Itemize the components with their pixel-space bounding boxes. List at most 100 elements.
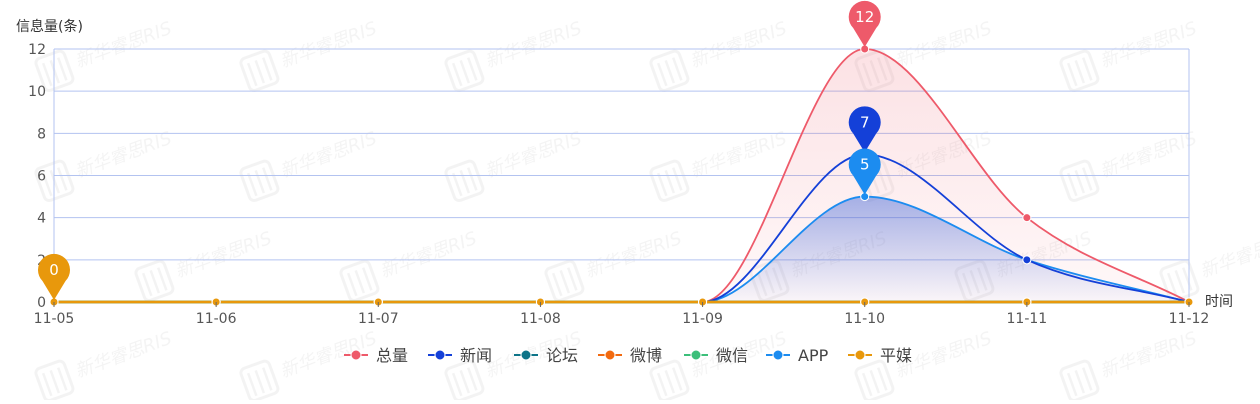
watermark-text: 新华睿思RIS [892, 18, 994, 72]
watermark-logo-icon [134, 259, 175, 303]
legend-item[interactable]: 新闻 [428, 346, 492, 365]
legend-marker-icon [854, 349, 866, 361]
watermark-logo-mark [451, 167, 478, 197]
max-value-pin: 0 [38, 253, 70, 300]
axis-layer: 信息量(条) 时间 11-05 11-06 11-07 11-08 11-09 11-10… [16, 18, 1233, 327]
pin-label: 12 [855, 8, 874, 26]
watermark-logo-icon [444, 359, 485, 403]
watermark: 新华睿思RIS [339, 228, 480, 303]
watermark-logo-mark [656, 57, 683, 87]
watermark-text: 新华睿思RIS [1097, 328, 1199, 382]
watermark-logo-icon [544, 259, 585, 303]
legend-label: 论坛 [546, 346, 578, 365]
watermark-logo-mark [656, 367, 683, 397]
pin-marker-icon [38, 253, 70, 300]
legend-label: 新闻 [460, 346, 492, 365]
legend-marker-icon [772, 349, 784, 361]
watermark: 新华睿思RIS [1059, 18, 1200, 93]
watermark-logo-mark [141, 267, 168, 297]
watermark: 新华睿思RIS [134, 228, 275, 303]
watermark: 新华睿思RIS [1159, 228, 1260, 303]
legend-item[interactable]: 论坛 [514, 346, 578, 365]
legend-item[interactable]: 平媒 [848, 346, 912, 365]
watermark-logo-mark [246, 167, 273, 197]
data-point[interactable] [1022, 255, 1032, 265]
watermark-logo-mark [1066, 367, 1093, 397]
legend-marker-icon [434, 349, 446, 361]
watermark-logo-mark [246, 367, 273, 397]
watermark-logo-mark [656, 167, 683, 197]
x-tick-label: 11-09 [682, 311, 723, 327]
watermark-text: 新华睿思RIS [172, 228, 274, 282]
watermark-layer: 新华睿思RIS 新华睿思RIS 新华睿思RIS 新华睿思RIS 新华睿思RIS 新华睿思R… [34, 18, 1260, 403]
watermark-text: 新华睿思RIS [1097, 128, 1199, 182]
data-point[interactable] [1022, 213, 1032, 223]
watermark-text: 新华睿思RIS [72, 328, 174, 382]
pin-marker-icon [848, 106, 881, 153]
x-tick-label: 11-07 [358, 311, 399, 327]
max-value-pin: 12 [848, 0, 881, 47]
watermark: 新华睿思RIS [854, 328, 995, 403]
x-tick-label: 11-06 [196, 311, 237, 327]
y-tick-label: 12 [28, 42, 46, 58]
watermark: 新华睿思RIS [239, 18, 380, 93]
x-tick-label: 11-05 [34, 311, 75, 327]
pin-label: 7 [860, 113, 870, 131]
series-area-5 [54, 196, 1189, 302]
watermark-logo-mark [1066, 57, 1093, 87]
watermark: 新华睿思RIS [34, 128, 175, 203]
watermark-logo-mark [861, 367, 888, 397]
max-value-pin: 5 [848, 148, 881, 195]
x-tick-label: 11-08 [520, 311, 561, 327]
watermark: 新华睿思RIS [444, 128, 585, 203]
y-tick-label: 10 [28, 84, 46, 100]
legend-label: APP [798, 346, 829, 365]
area-layer [54, 49, 1189, 302]
legend-marker-icon [520, 349, 532, 361]
y-tick-label: 4 [37, 211, 46, 227]
watermark-logo-mark [41, 367, 68, 397]
watermark-logo-icon [339, 259, 380, 303]
y-tick-label: 0 [37, 295, 46, 311]
watermark: 新华睿思RIS [34, 328, 175, 403]
watermark-text: 新华睿思RIS [277, 18, 379, 72]
watermark-logo-mark [451, 57, 478, 87]
watermark-logo-mark [246, 57, 273, 87]
watermark-text: 新华睿思RIS [1197, 228, 1260, 282]
watermark-logo-icon [1059, 49, 1100, 93]
watermark-logo-icon [34, 359, 75, 403]
watermark: 新华睿思RIS [239, 128, 380, 203]
watermark: 新华睿思RIS [444, 18, 585, 93]
legend-label: 微信 [716, 346, 748, 365]
watermark-text: 新华睿思RIS [72, 128, 174, 182]
watermark-logo-icon [1159, 259, 1200, 303]
y-tick-label: 8 [37, 126, 46, 142]
watermark-logo-icon [649, 359, 690, 403]
y-axis-title: 信息量(条) [16, 18, 83, 35]
legend-item[interactable]: 微信 [684, 346, 748, 365]
watermark-logo-icon [854, 359, 895, 403]
watermark-text: 新华睿思RIS [687, 128, 789, 182]
legend-marker-icon [604, 349, 616, 361]
legend-item[interactable]: 总量 [344, 346, 408, 365]
x-tick-label: 11-12 [1169, 311, 1210, 327]
x-tick-label: 11-11 [1007, 311, 1048, 327]
line-layer [54, 48, 1190, 304]
legend-label: 微博 [630, 346, 662, 365]
watermark-logo-icon [649, 49, 690, 93]
max-value-pin: 7 [848, 106, 881, 153]
watermark-logo-mark [41, 57, 68, 87]
pin-label: 5 [860, 156, 870, 174]
legend: 总量 新闻 论坛 微博 微信 APP 平媒 [344, 346, 912, 365]
watermark: 新华睿思RIS [239, 328, 380, 403]
legend-item[interactable]: APP [766, 346, 829, 365]
watermark: 新华睿思RIS [544, 228, 685, 303]
legend-item[interactable]: 微博 [598, 346, 662, 365]
pin-layer: 12 7 5 0 [38, 0, 881, 300]
legend-marker-icon [690, 349, 702, 361]
watermark-text: 新华睿思RIS [582, 228, 684, 282]
watermark-logo-mark [346, 267, 373, 297]
pin-marker-icon [848, 148, 881, 195]
